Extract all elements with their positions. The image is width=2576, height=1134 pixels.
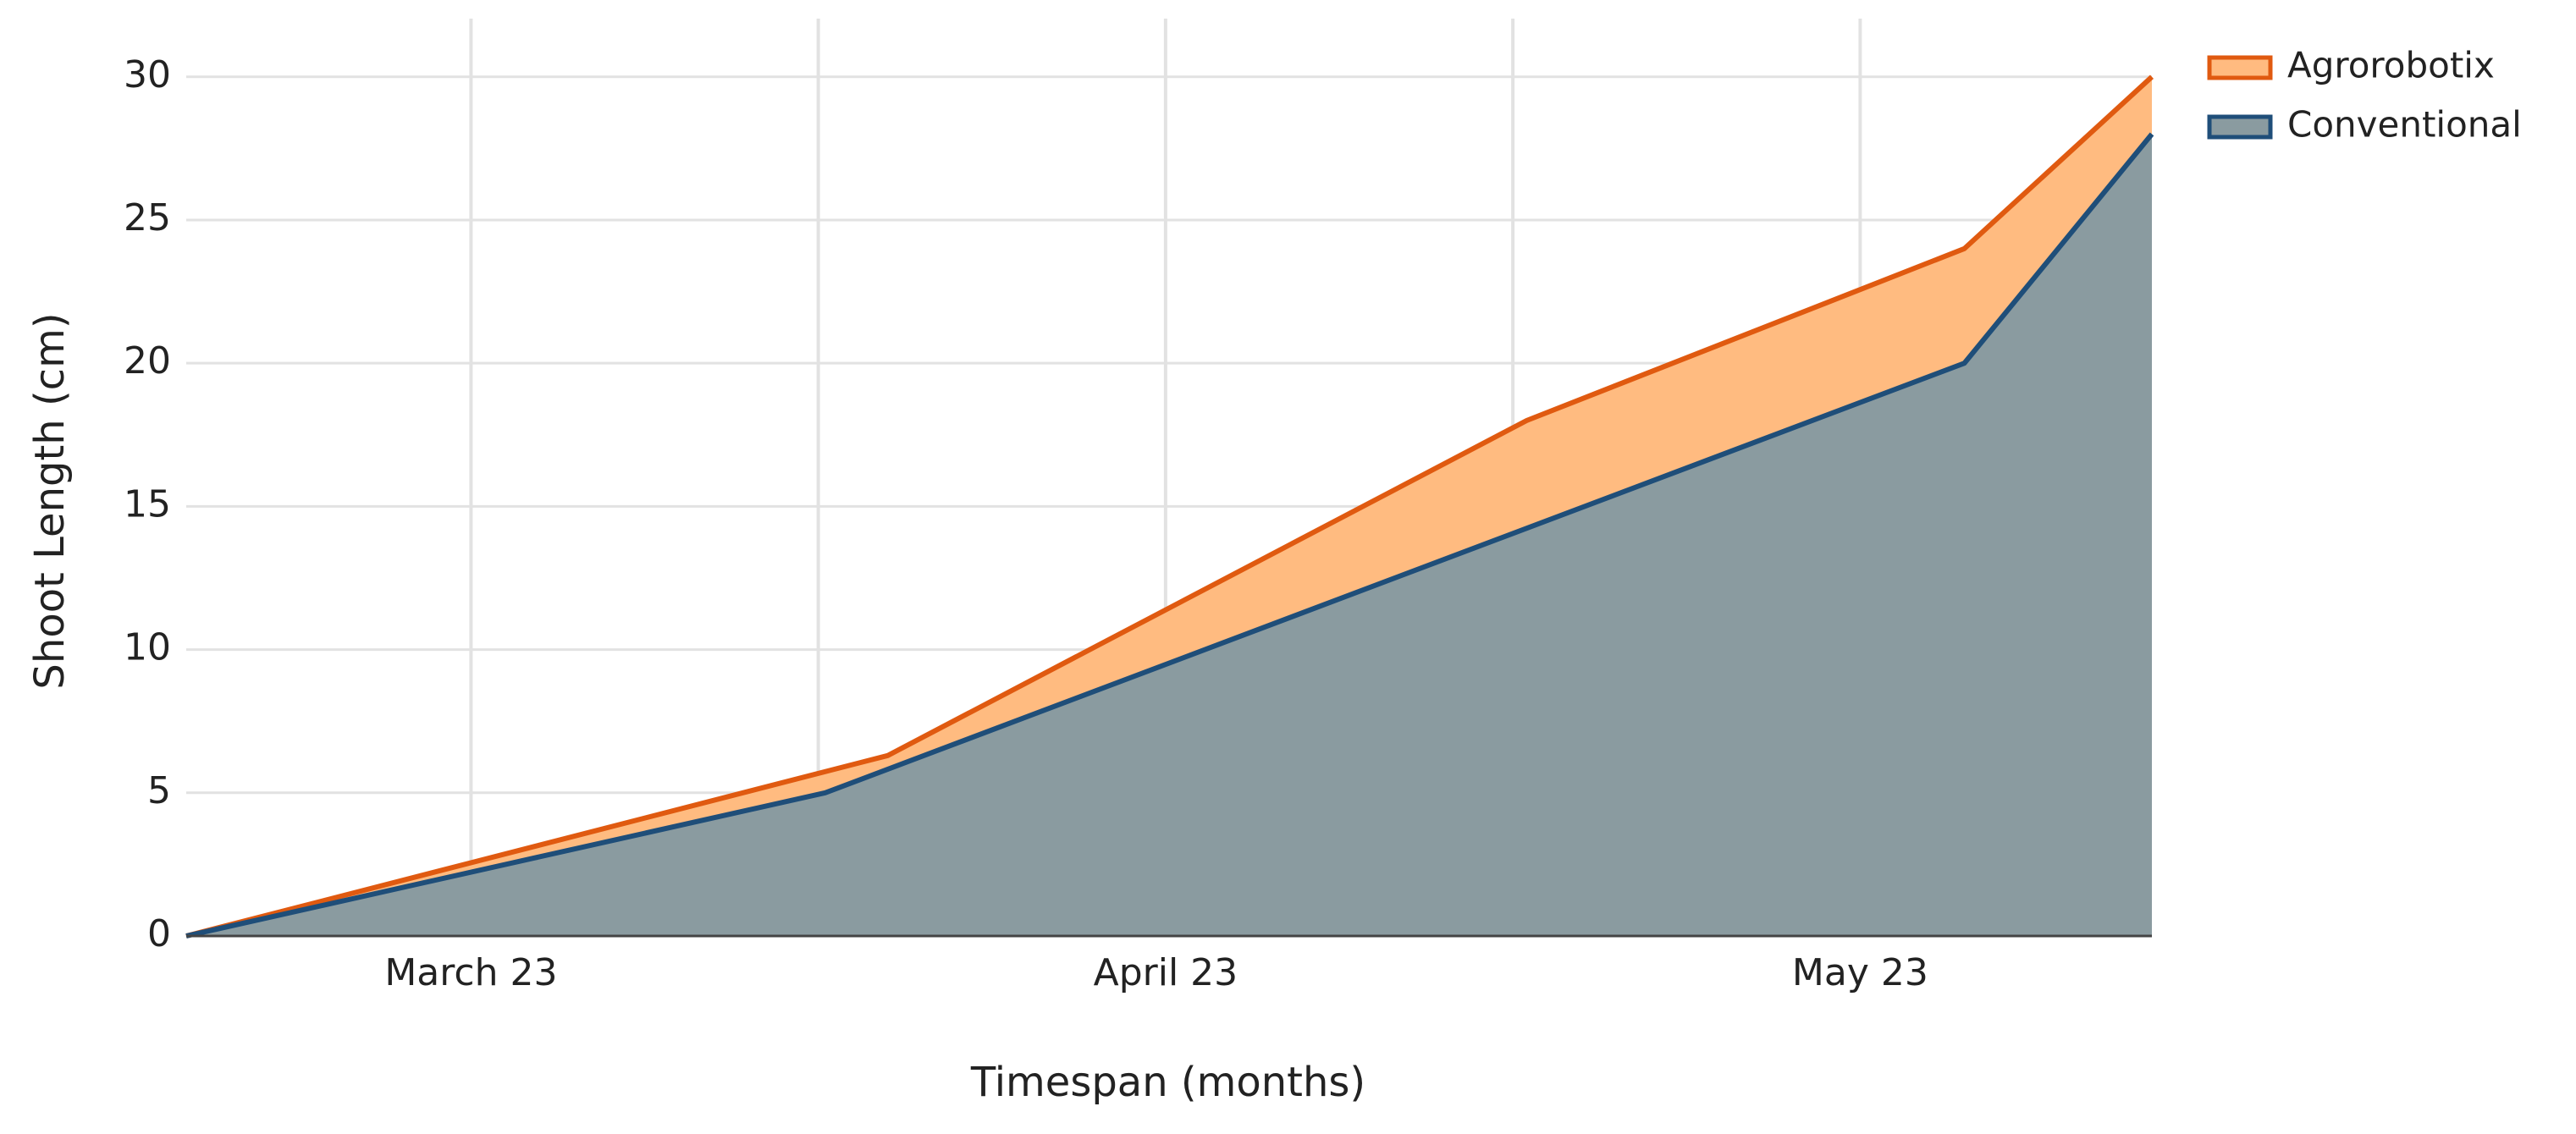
y-tick-label: 5 — [147, 769, 171, 812]
legend-label: Conventional — [2287, 104, 2522, 146]
area-line — [185, 74, 2154, 939]
area-line — [185, 132, 2154, 939]
x-tick-label: March 23 — [384, 951, 557, 994]
y-axis-title: Shoot Length (cm) — [26, 312, 74, 689]
area-fill — [186, 134, 2152, 936]
x-tick-label: April 23 — [1094, 951, 1238, 994]
y-tick-label: 30 — [124, 53, 171, 96]
legend-swatch — [2207, 114, 2273, 140]
y-tick-label: 20 — [124, 339, 171, 383]
x-axis-title: Timespan (months) — [970, 1059, 1365, 1106]
y-tick-label: 0 — [147, 912, 171, 955]
y-tick-label: 10 — [124, 626, 171, 669]
x-tick-label: May 23 — [1792, 951, 1928, 994]
y-tick-label: 15 — [124, 482, 171, 526]
legend-label: Agrorobotix — [2287, 45, 2495, 86]
y-tick-label: 25 — [124, 196, 171, 239]
legend-swatch — [2207, 55, 2273, 80]
